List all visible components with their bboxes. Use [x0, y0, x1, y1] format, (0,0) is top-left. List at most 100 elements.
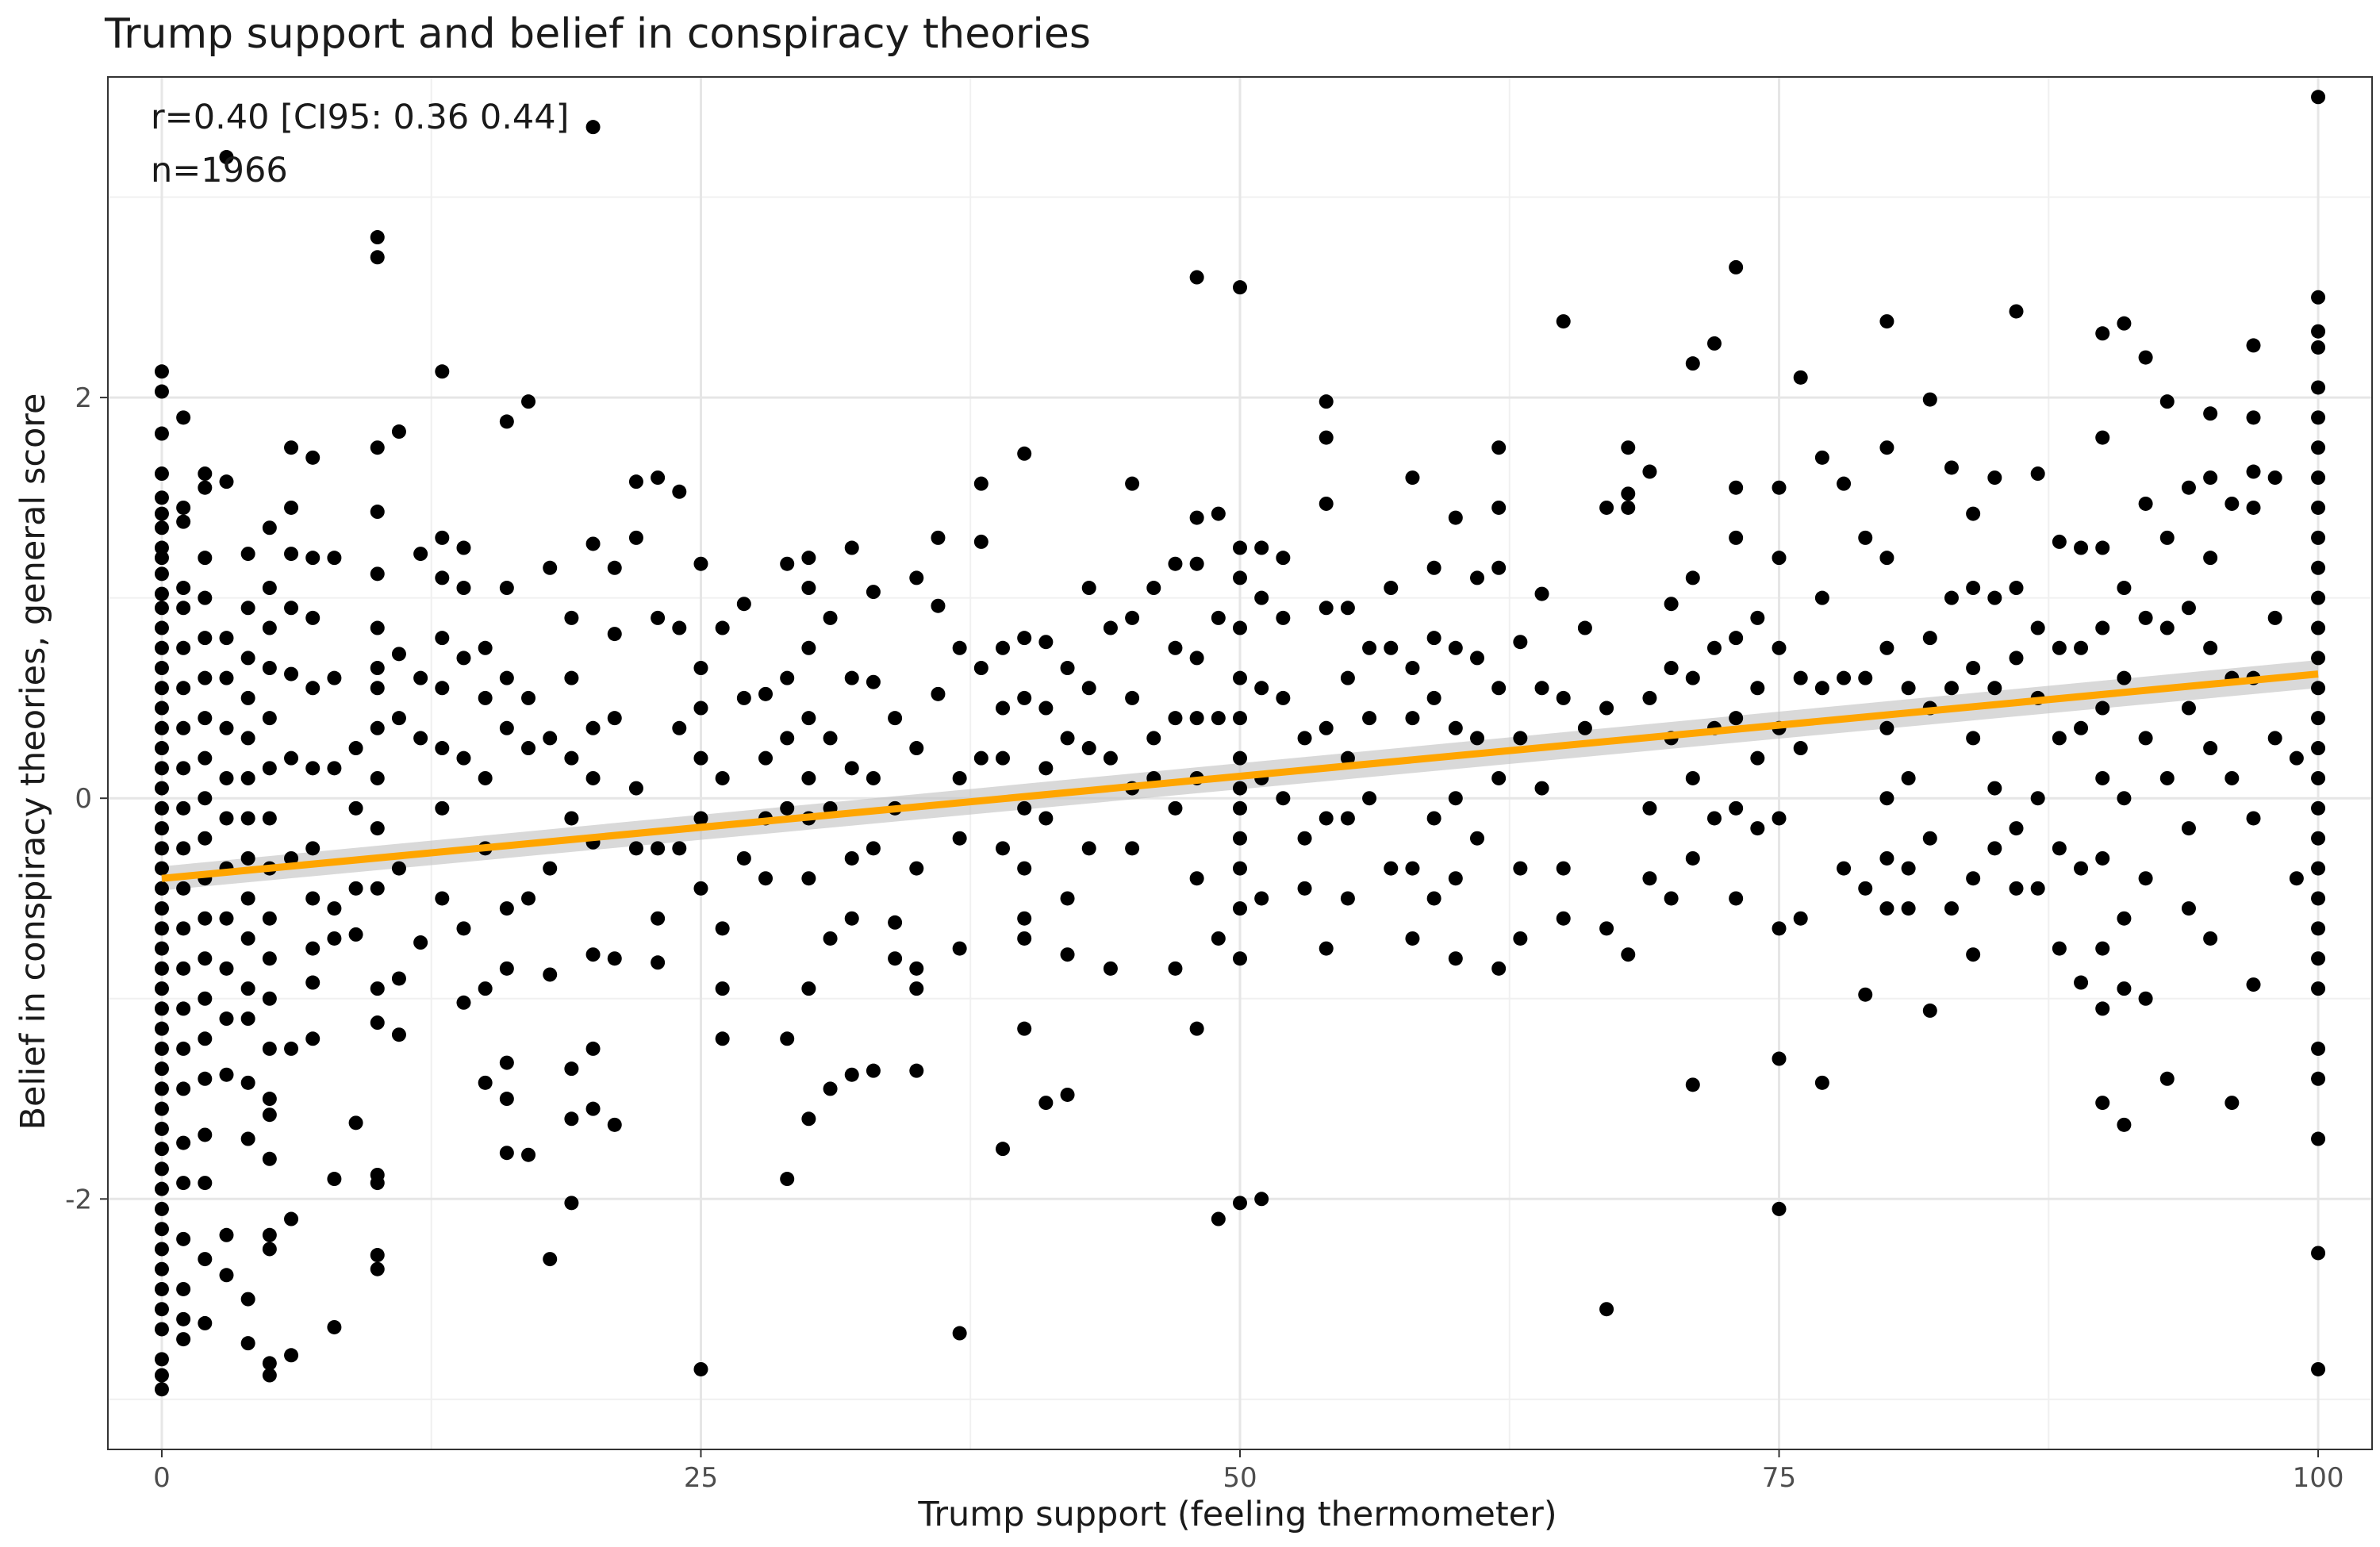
- data-point: [154, 1368, 169, 1383]
- data-point: [543, 1252, 558, 1267]
- data-point: [693, 750, 708, 766]
- data-point: [1189, 651, 1204, 666]
- data-point: [2181, 701, 2196, 716]
- data-point: [284, 500, 299, 515]
- data-point: [435, 530, 450, 545]
- data-point: [1772, 640, 1787, 655]
- data-point: [2117, 791, 2132, 806]
- data-point: [154, 520, 169, 536]
- data-point: [262, 661, 277, 676]
- data-point: [866, 1063, 881, 1078]
- data-point: [2052, 941, 2067, 956]
- data-point: [1146, 581, 1161, 596]
- data-point: [1621, 440, 1636, 455]
- data-point: [1966, 581, 1981, 596]
- data-point: [2203, 640, 2218, 655]
- data-point: [1837, 861, 1852, 876]
- data-point: [607, 1117, 622, 1132]
- data-point: [198, 1252, 213, 1267]
- data-point: [2311, 410, 2326, 425]
- data-point: [198, 1127, 213, 1142]
- data-point: [1599, 701, 1614, 716]
- data-point: [715, 770, 730, 785]
- data-point: [1017, 1021, 1032, 1036]
- data-point: [628, 841, 643, 856]
- data-point: [693, 701, 708, 716]
- data-point: [154, 800, 169, 816]
- data-point: [2009, 581, 2024, 596]
- data-point: [1297, 831, 1312, 846]
- data-point: [2311, 681, 2326, 696]
- data-point: [154, 901, 169, 916]
- data-point: [413, 731, 428, 746]
- data-point: [1233, 570, 1247, 585]
- data-point: [176, 961, 191, 976]
- data-point: [2246, 338, 2261, 353]
- x-tick-label: 25: [684, 1462, 718, 1494]
- data-point: [543, 731, 558, 746]
- data-point: [585, 720, 601, 735]
- data-point: [1729, 530, 1744, 545]
- data-point: [1729, 480, 1744, 495]
- data-point: [651, 911, 666, 926]
- data-point: [391, 424, 406, 440]
- data-point: [2074, 975, 2089, 990]
- data-point: [370, 1248, 385, 1263]
- data-point: [1491, 961, 1507, 976]
- data-point: [1038, 701, 1054, 716]
- data-point: [801, 551, 816, 566]
- data-point: [823, 731, 838, 746]
- data-point: [585, 1101, 601, 1116]
- data-point: [1685, 356, 1700, 371]
- data-point: [1664, 891, 1679, 906]
- data-point: [585, 120, 601, 135]
- data-point: [499, 581, 514, 596]
- data-point: [1405, 661, 1420, 676]
- data-point: [1017, 690, 1032, 705]
- data-point: [1966, 947, 1981, 962]
- data-point: [262, 1356, 277, 1371]
- data-point: [1254, 540, 1269, 555]
- data-point: [176, 1135, 191, 1150]
- data-point: [1729, 711, 1744, 726]
- data-point: [2203, 470, 2218, 486]
- data-point: [2052, 841, 2067, 856]
- data-point: [1599, 500, 1614, 515]
- data-point: [327, 931, 342, 946]
- data-point: [435, 364, 450, 379]
- data-point: [1384, 861, 1399, 876]
- data-point: [1599, 1302, 1614, 1317]
- data-point: [154, 1001, 169, 1016]
- annotation-sample-size: n=1966: [151, 151, 288, 190]
- data-point: [435, 631, 450, 646]
- data-point: [262, 581, 277, 596]
- data-point: [952, 1326, 967, 1341]
- data-point: [2311, 770, 2326, 785]
- data-point: [1017, 446, 1032, 461]
- data-point: [2311, 1131, 2326, 1146]
- data-point: [1556, 861, 1571, 876]
- data-point: [801, 640, 816, 655]
- data-point: [2311, 651, 2326, 666]
- data-point: [456, 651, 471, 666]
- data-point: [2117, 981, 2132, 996]
- data-point: [628, 530, 643, 545]
- data-point: [176, 681, 191, 696]
- data-point: [996, 1142, 1011, 1157]
- data-point: [2159, 1071, 2175, 1086]
- x-tick-label: 75: [1762, 1462, 1796, 1494]
- data-point: [456, 581, 471, 596]
- data-point: [305, 681, 321, 696]
- data-point: [1706, 336, 1722, 351]
- data-point: [1987, 681, 2002, 696]
- data-point: [1319, 430, 1334, 445]
- data-point: [1233, 1196, 1247, 1211]
- data-point: [262, 911, 277, 926]
- data-point: [154, 941, 169, 956]
- data-point: [240, 547, 255, 562]
- data-point: [154, 961, 169, 976]
- data-point: [607, 711, 622, 726]
- data-point: [866, 585, 881, 600]
- data-point: [909, 861, 924, 876]
- data-point: [2311, 711, 2326, 726]
